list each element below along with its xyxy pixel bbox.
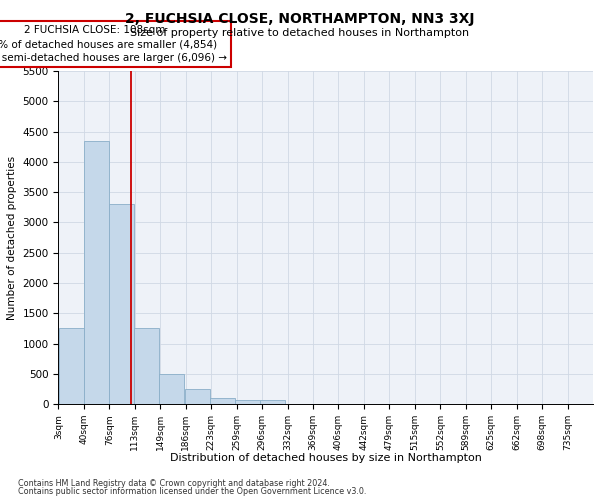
Text: 2 FUCHSIA CLOSE: 108sqm
← 44% of detached houses are smaller (4,854)
56% of semi: 2 FUCHSIA CLOSE: 108sqm ← 44% of detache… <box>0 26 227 64</box>
Bar <box>260 400 286 404</box>
Text: Contains public sector information licensed under the Open Government Licence v3: Contains public sector information licen… <box>18 487 367 496</box>
Text: Size of property relative to detached houses in Northampton: Size of property relative to detached ho… <box>130 28 470 38</box>
Text: 2, FUCHSIA CLOSE, NORTHAMPTON, NN3 3XJ: 2, FUCHSIA CLOSE, NORTHAMPTON, NN3 3XJ <box>125 12 475 26</box>
Bar <box>159 374 184 404</box>
Bar <box>235 400 260 404</box>
Y-axis label: Number of detached properties: Number of detached properties <box>7 156 17 320</box>
Text: Contains HM Land Registry data © Crown copyright and database right 2024.: Contains HM Land Registry data © Crown c… <box>18 478 330 488</box>
Bar <box>210 398 235 404</box>
Bar <box>185 389 209 404</box>
X-axis label: Distribution of detached houses by size in Northampton: Distribution of detached houses by size … <box>170 453 482 463</box>
Bar <box>109 204 134 404</box>
Bar <box>59 328 84 404</box>
Bar <box>134 328 160 404</box>
Bar <box>84 140 109 404</box>
